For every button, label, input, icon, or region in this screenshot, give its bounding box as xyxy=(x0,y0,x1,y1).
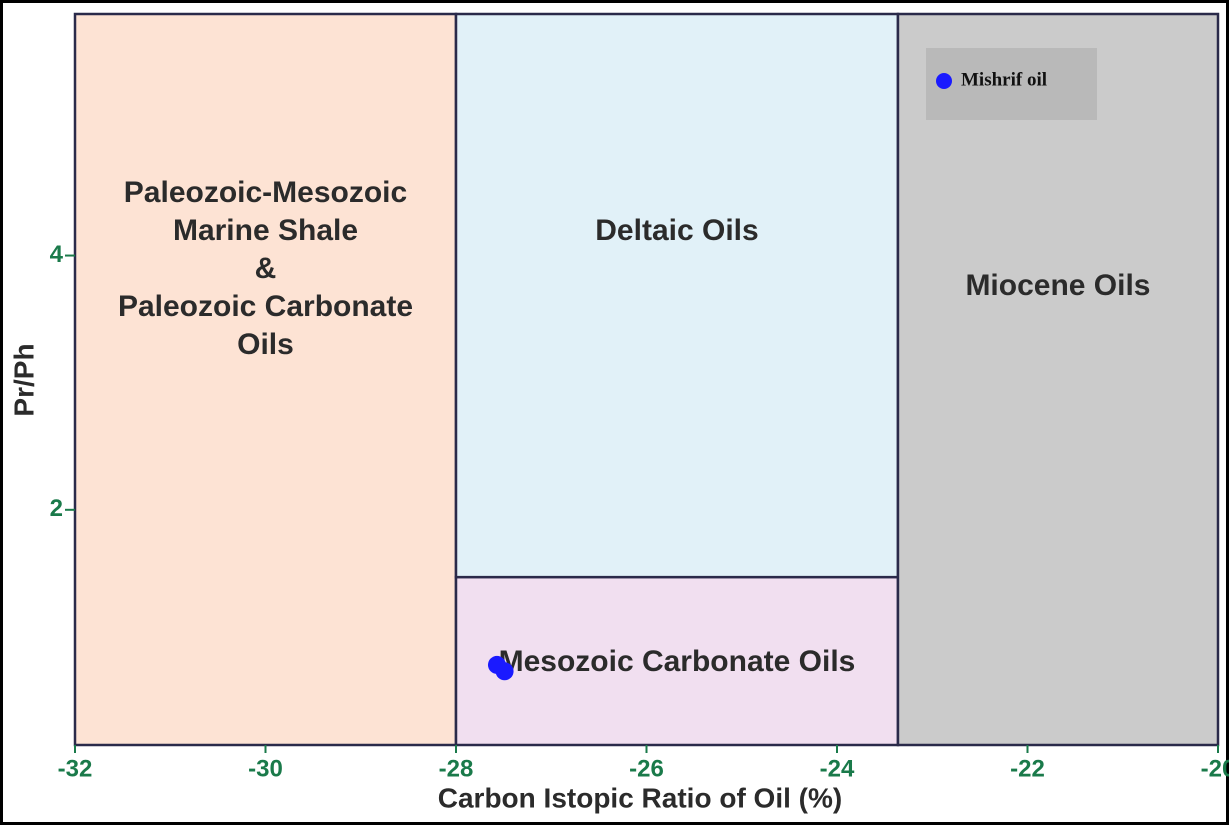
region xyxy=(73,12,458,747)
x-tick-label: -20 xyxy=(1201,755,1229,782)
region-label: Paleozoic-Mesozoic xyxy=(124,176,407,209)
region-label: Miocene Oils xyxy=(965,269,1150,302)
x-tick-label: -30 xyxy=(248,755,283,782)
x-axis-label: Carbon Istopic Ratio of Oil (%) xyxy=(438,782,842,813)
x-tick-label: -28 xyxy=(439,755,474,782)
x-tick-label: -32 xyxy=(58,755,93,782)
x-tick-label: -22 xyxy=(1010,755,1045,782)
region xyxy=(896,12,1220,747)
region-label: Mesozoic Carbonate Oils xyxy=(499,645,856,678)
region xyxy=(454,12,900,579)
y-tick-label: 2 xyxy=(50,495,63,522)
data-point xyxy=(495,662,514,681)
y-axis-label: Pr/Ph xyxy=(8,343,39,416)
y-tick-label: 4 xyxy=(50,241,64,268)
region-label: Deltaic Oils xyxy=(595,214,758,247)
region xyxy=(454,575,900,747)
x-tick-label: -26 xyxy=(629,755,664,782)
region-label: & xyxy=(255,252,277,285)
legend-marker xyxy=(936,73,952,89)
legend-box xyxy=(926,48,1097,120)
region-label: Marine Shale xyxy=(173,214,358,247)
region-label: Paleozoic Carbonate xyxy=(118,290,413,323)
x-tick-label: -24 xyxy=(820,755,855,782)
region-label: Oils xyxy=(237,328,294,361)
legend-label: Mishrif oil xyxy=(961,69,1047,90)
